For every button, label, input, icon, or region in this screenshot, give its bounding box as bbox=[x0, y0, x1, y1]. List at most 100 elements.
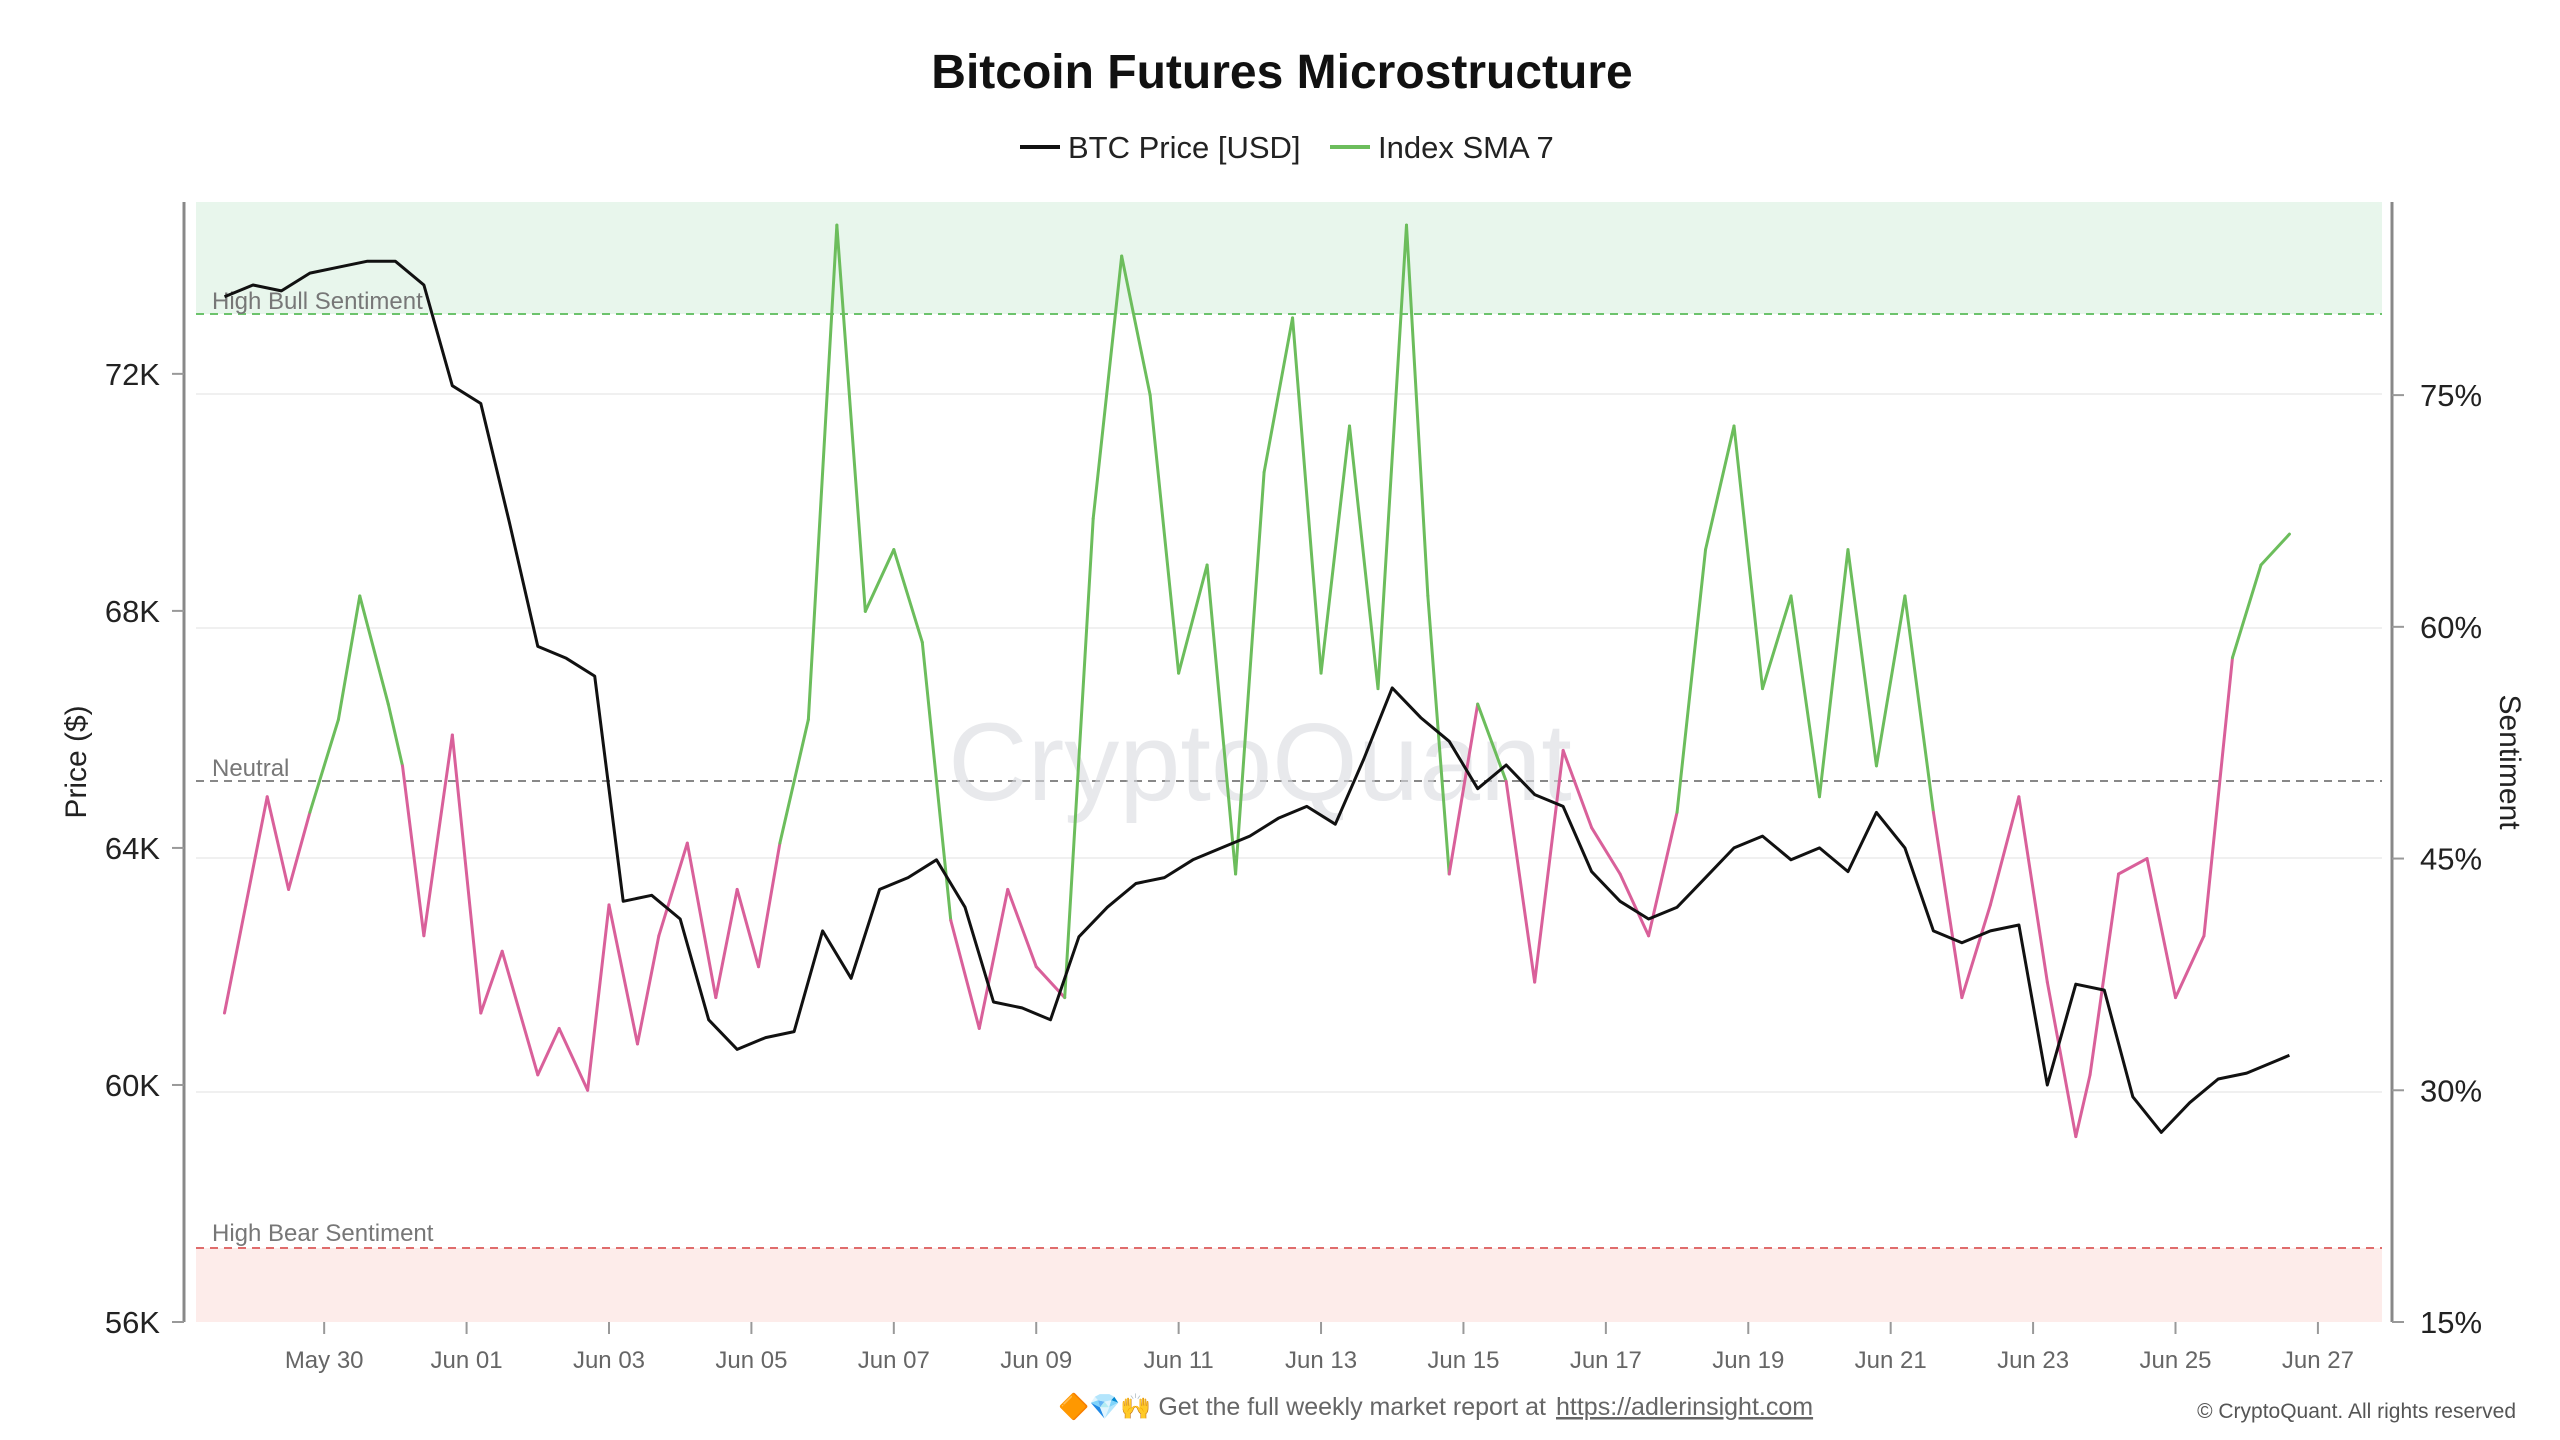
sentiment-segment bbox=[536, 1026, 561, 1077]
sentiment-segment bbox=[1761, 594, 1793, 691]
sentiment-segment bbox=[2230, 563, 2263, 660]
sentiment-segment bbox=[2017, 795, 2049, 984]
chart-title: Bitcoin Futures Microstructure bbox=[931, 46, 1632, 99]
sentiment-segment bbox=[1006, 887, 1038, 969]
sentiment-segment bbox=[1561, 748, 1594, 830]
sentiment-segment bbox=[892, 548, 924, 644]
sentiment-segment bbox=[1618, 872, 1651, 938]
sentiment-segment bbox=[222, 903, 248, 1015]
sentiment-segment bbox=[265, 795, 291, 891]
y-left-tick-label: 72K bbox=[105, 357, 160, 392]
sentiment-segment bbox=[2259, 532, 2291, 567]
sentiment-segment bbox=[1960, 903, 1992, 1000]
sentiment-segment bbox=[607, 903, 639, 1046]
sentiment-segment bbox=[1205, 563, 1238, 876]
sentiment-segment bbox=[1846, 548, 1878, 768]
footer-link[interactable]: https://adlerinsight.com bbox=[1556, 1393, 1813, 1421]
sentiment-segment bbox=[1091, 254, 1124, 521]
x-tick-label: Jun 15 bbox=[1427, 1347, 1499, 1374]
sentiment-segment bbox=[450, 733, 483, 1015]
footer-text: 🔶💎🙌 Get the full weekly market report at bbox=[1058, 1392, 1546, 1421]
sentiment-segment bbox=[2088, 872, 2121, 1077]
y-left-ticks: 56K 60K 64K 68K 72K bbox=[105, 357, 184, 1340]
footer-message: Get the full weekly market report at bbox=[1158, 1393, 1546, 1421]
y-right-tick-label: 60% bbox=[2420, 610, 2482, 645]
x-ticks: May 30 Jun 01 Jun 03 Jun 05 Jun 07 Jun 09 Jun … bbox=[285, 1322, 2354, 1374]
sentiment-segment bbox=[479, 949, 504, 1015]
sentiment-segment bbox=[244, 795, 269, 907]
y-right-axis-title: Sentiment bbox=[2493, 694, 2526, 830]
x-tick-label: Jun 07 bbox=[858, 1347, 930, 1374]
sentiment-segment bbox=[735, 887, 761, 969]
sentiment-segment bbox=[1789, 594, 1821, 799]
sentiment-segment bbox=[358, 594, 390, 706]
sentiment-segment bbox=[2117, 857, 2149, 876]
sentiment-segment bbox=[1732, 424, 1765, 691]
sentiment-segment bbox=[1817, 548, 1850, 799]
sentiment-segment bbox=[1647, 810, 1679, 938]
sentiment-segment bbox=[336, 594, 362, 722]
sentiment-segment bbox=[657, 841, 689, 938]
sentiment-segment bbox=[835, 223, 867, 613]
legend-sentiment-label: Index SMA 7 bbox=[1378, 130, 1554, 165]
sentiment-segment bbox=[863, 548, 896, 613]
sentiment-segment bbox=[400, 764, 426, 938]
sentiment-segment bbox=[2174, 934, 2206, 1000]
sentiment-segment bbox=[1234, 470, 1266, 876]
sentiment-segment bbox=[1262, 316, 1295, 474]
price-series-line bbox=[223, 259, 2290, 1134]
sentiment-segment bbox=[1404, 223, 1430, 598]
sentiment-segment bbox=[1426, 594, 1451, 876]
sentiment-segment bbox=[1533, 748, 1565, 984]
y-right-tick-label: 15% bbox=[2420, 1305, 2482, 1340]
sentiment-segment bbox=[1874, 594, 1907, 768]
sentiment-segment bbox=[1376, 223, 1408, 691]
sentiment-segment bbox=[757, 841, 782, 969]
sentiment-segment bbox=[2074, 1073, 2092, 1139]
y-right-tick-label: 75% bbox=[2420, 378, 2482, 413]
sentiment-segment bbox=[1447, 702, 1480, 876]
bull-band-label: High Bull Sentiment bbox=[212, 288, 423, 315]
sentiment-segment bbox=[1177, 563, 1209, 675]
sentiment-segment bbox=[635, 934, 661, 1046]
sentiment-segment bbox=[1504, 779, 1537, 984]
sentiment-segment bbox=[500, 949, 540, 1077]
bear-zone bbox=[196, 1248, 2382, 1322]
sentiment-segment bbox=[806, 223, 839, 722]
x-tick-label: Jun 01 bbox=[431, 1347, 503, 1374]
sentiment-segment bbox=[2202, 656, 2234, 938]
x-tick-label: Jun 23 bbox=[1997, 1347, 2069, 1374]
bear-band-label: High Bear Sentiment bbox=[212, 1220, 434, 1247]
y-right-tick-label: 30% bbox=[2420, 1073, 2482, 1108]
sentiment-segment bbox=[1988, 795, 2021, 907]
footer-icons: 🔶💎🙌 bbox=[1058, 1392, 1151, 1421]
sentiment-segment bbox=[778, 718, 810, 845]
sentiment-segment bbox=[1675, 548, 1708, 814]
sentiment-segment bbox=[308, 718, 340, 814]
y-right-tick-label: 45% bbox=[2420, 842, 2482, 877]
sentiment-segment bbox=[586, 903, 611, 1092]
sentiment-segment bbox=[1319, 424, 1352, 675]
sentiment-segment bbox=[949, 918, 981, 1030]
sentiment-segment bbox=[977, 887, 1010, 1030]
sentiment-segment bbox=[1903, 594, 1935, 814]
x-tick-label: Jun 17 bbox=[1570, 1347, 1642, 1374]
sentiment-segment bbox=[557, 1026, 590, 1092]
sentiment-segment bbox=[685, 841, 718, 1000]
sentiment-segment bbox=[386, 702, 404, 768]
x-tick-label: Jun 13 bbox=[1285, 1347, 1357, 1374]
y-left-tick-label: 64K bbox=[105, 831, 160, 866]
x-tick-label: Jun 11 bbox=[1143, 1347, 1213, 1374]
x-tick-label: Jun 25 bbox=[2139, 1347, 2211, 1374]
sentiment-segment bbox=[1931, 810, 1964, 1000]
x-tick-label: Jun 03 bbox=[573, 1347, 645, 1374]
sentiment-segment bbox=[1291, 316, 1323, 675]
sentiment-segment bbox=[714, 887, 739, 1000]
x-tick-label: Jun 21 bbox=[1855, 1347, 1927, 1374]
sentiment-segment bbox=[1704, 424, 1736, 552]
y-right-ticks: 15% 30% 45% 60% 75% bbox=[2392, 378, 2482, 1340]
x-tick-label: Jun 09 bbox=[1000, 1347, 1072, 1374]
sentiment-segment bbox=[1063, 517, 1095, 1000]
